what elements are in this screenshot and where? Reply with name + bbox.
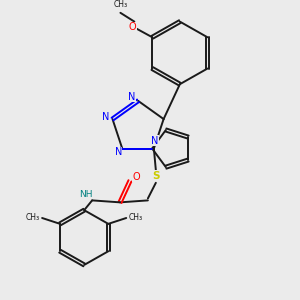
Text: N: N bbox=[115, 148, 122, 158]
Text: CH₃: CH₃ bbox=[113, 1, 128, 10]
Text: N: N bbox=[152, 136, 159, 146]
Text: O: O bbox=[132, 172, 140, 182]
Text: NH: NH bbox=[80, 190, 93, 199]
Text: CH₃: CH₃ bbox=[128, 212, 142, 221]
Text: S: S bbox=[152, 171, 160, 181]
Text: CH₃: CH₃ bbox=[26, 212, 40, 221]
Text: O: O bbox=[129, 22, 136, 32]
Text: N: N bbox=[102, 112, 109, 122]
Text: N: N bbox=[128, 92, 136, 102]
